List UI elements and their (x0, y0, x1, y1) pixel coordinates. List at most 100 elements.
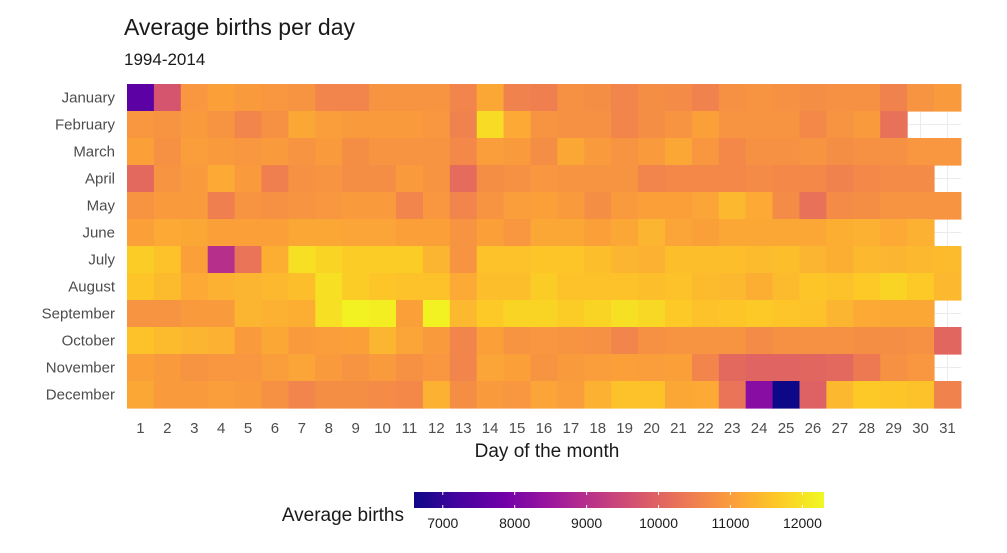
x-tick-label: 8 (325, 420, 333, 437)
heatmap-cell (826, 354, 854, 382)
heatmap-cell (718, 246, 747, 274)
colorbar (414, 492, 824, 508)
heatmap-cell (557, 165, 585, 193)
heatmap-cell (665, 246, 693, 274)
heatmap-cell (665, 381, 693, 409)
x-tick-label: 14 (482, 420, 499, 437)
heatmap-cell (476, 300, 505, 328)
heatmap-cell (934, 246, 962, 274)
heatmap-cell (476, 273, 505, 301)
heatmap-cell (772, 165, 801, 193)
heatmap-cell (369, 138, 397, 166)
x-tick-label: 22 (697, 420, 714, 437)
heatmap-cell (880, 165, 908, 193)
heatmap-cell (745, 111, 774, 139)
heatmap-cell (530, 246, 558, 274)
heatmap-cell (127, 354, 155, 382)
heatmap-cell (745, 84, 774, 112)
heatmap-cell (207, 84, 236, 112)
heatmap-cell (799, 300, 827, 328)
heatmap-cell (718, 219, 747, 247)
heatmap-cell (826, 84, 854, 112)
heatmap-cell (396, 300, 424, 328)
heatmap-cell (665, 111, 693, 139)
heatmap-cell (153, 300, 182, 328)
heatmap-cell (665, 300, 693, 328)
heatmap-cell (665, 273, 693, 301)
heatmap-cell (422, 219, 451, 247)
heatmap-cell (772, 138, 801, 166)
heatmap-cell (369, 300, 397, 328)
heatmap-cell (396, 381, 424, 409)
heatmap-cell (611, 246, 639, 274)
heatmap-cell (826, 246, 854, 274)
x-tick-label: 17 (563, 420, 580, 437)
heatmap-cell (449, 327, 478, 355)
heatmap-cell (180, 165, 209, 193)
x-tick-label: 25 (778, 420, 795, 437)
heatmap-cell (557, 327, 585, 355)
heatmap-cell (180, 273, 209, 301)
heatmap-cell (853, 354, 881, 382)
heatmap-cell (127, 219, 155, 247)
heatmap-cell (772, 381, 801, 409)
heatmap-cell (449, 273, 478, 301)
heatmap-cell (530, 300, 558, 328)
y-tick-label: June (82, 225, 115, 242)
chart-subtitle: 1994-2014 (124, 50, 205, 69)
heatmap-cell (530, 219, 558, 247)
heatmap-cell (503, 192, 532, 220)
heatmap-cell (207, 219, 236, 247)
x-tick-label: 12 (428, 420, 445, 437)
heatmap-cell (880, 84, 908, 112)
heatmap-cell (530, 111, 558, 139)
heatmap-cell (745, 273, 774, 301)
x-tick-label: 30 (912, 420, 929, 437)
heatmap-cell (638, 327, 666, 355)
heatmap-cell (369, 273, 397, 301)
heatmap-cell (718, 327, 747, 355)
x-tick-label: 31 (939, 420, 956, 437)
heatmap-cell (180, 300, 209, 328)
heatmap-cell (691, 219, 720, 247)
heatmap-cell (907, 327, 935, 355)
heatmap-cell (799, 246, 827, 274)
heatmap-cell (557, 354, 585, 382)
y-tick-label: October (62, 333, 115, 350)
heatmap-cell (180, 219, 209, 247)
heatmap-cell (638, 381, 666, 409)
heatmap-cell (772, 354, 801, 382)
heatmap-cell (261, 273, 289, 301)
heatmap-cell (934, 138, 962, 166)
heatmap-cell (772, 192, 801, 220)
heatmap-cell (261, 165, 289, 193)
heatmap-cell (691, 273, 720, 301)
heatmap-cell (584, 354, 612, 382)
heatmap-cell (799, 84, 827, 112)
x-axis-title: Day of the month (475, 441, 620, 462)
heatmap-cell (772, 111, 801, 139)
heatmap-cell (127, 327, 155, 355)
heatmap-cell (288, 246, 316, 274)
heatmap-cell (530, 327, 558, 355)
colorbar-title: Average births (282, 505, 404, 526)
heatmap-cell (153, 273, 182, 301)
heatmap-cell (127, 381, 155, 409)
heatmap-cell (180, 192, 209, 220)
heatmap-cell (153, 354, 182, 382)
heatmap-cell (907, 192, 935, 220)
heatmap-cell (745, 354, 774, 382)
heatmap-cell (584, 300, 612, 328)
heatmap-cell (234, 84, 263, 112)
heatmap-cell (638, 354, 666, 382)
heatmap-cell (342, 84, 370, 112)
heatmap-cell (422, 165, 451, 193)
heatmap-cell (638, 111, 666, 139)
heatmap-cell (934, 327, 962, 355)
heatmap-cell (665, 219, 693, 247)
heatmap-cell (449, 111, 478, 139)
heatmap-cell (557, 84, 585, 112)
heatmap-cell (611, 84, 639, 112)
heatmap-cell (826, 273, 854, 301)
heatmap-cell (611, 138, 639, 166)
